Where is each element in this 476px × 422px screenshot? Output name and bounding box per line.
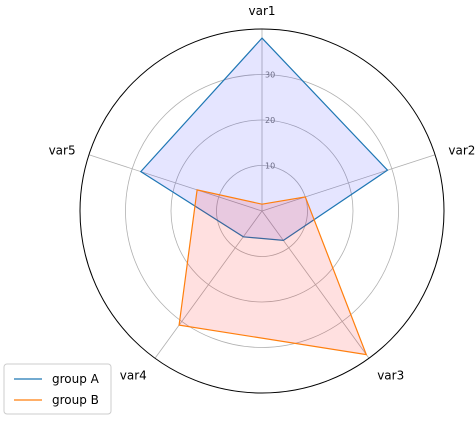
category-label-var4: var4 xyxy=(120,369,147,383)
legend-label-group-b: group B xyxy=(52,393,99,407)
polar-frame xyxy=(79,28,445,394)
series-layer xyxy=(139,37,389,356)
spoke-var4 xyxy=(154,210,263,359)
category-label-var5: var5 xyxy=(49,143,76,157)
series-area-group-b xyxy=(179,189,367,355)
series-line-group-a xyxy=(139,37,389,242)
category-label-var1: var1 xyxy=(248,4,275,18)
radial-tick-label: 20 xyxy=(265,116,275,125)
spoke-var5 xyxy=(88,154,263,212)
category-label-var3: var3 xyxy=(377,369,404,383)
legend-frame xyxy=(3,363,112,415)
radial-tick-label: 10 xyxy=(265,162,275,171)
spoke-var3 xyxy=(261,210,370,359)
legend: group A group B xyxy=(3,363,112,415)
series-area-group-a xyxy=(140,38,388,241)
grid-layer: 10 20 30 xyxy=(79,28,445,394)
label-layer: var1 var2 var3 var4 var5 xyxy=(49,4,476,383)
series-line-group-b xyxy=(178,189,368,356)
radial-tick-label: 30 xyxy=(265,71,275,80)
legend-label-group-a: group A xyxy=(52,372,100,386)
category-label-var2: var2 xyxy=(448,143,475,157)
spoke-var2 xyxy=(261,154,436,212)
